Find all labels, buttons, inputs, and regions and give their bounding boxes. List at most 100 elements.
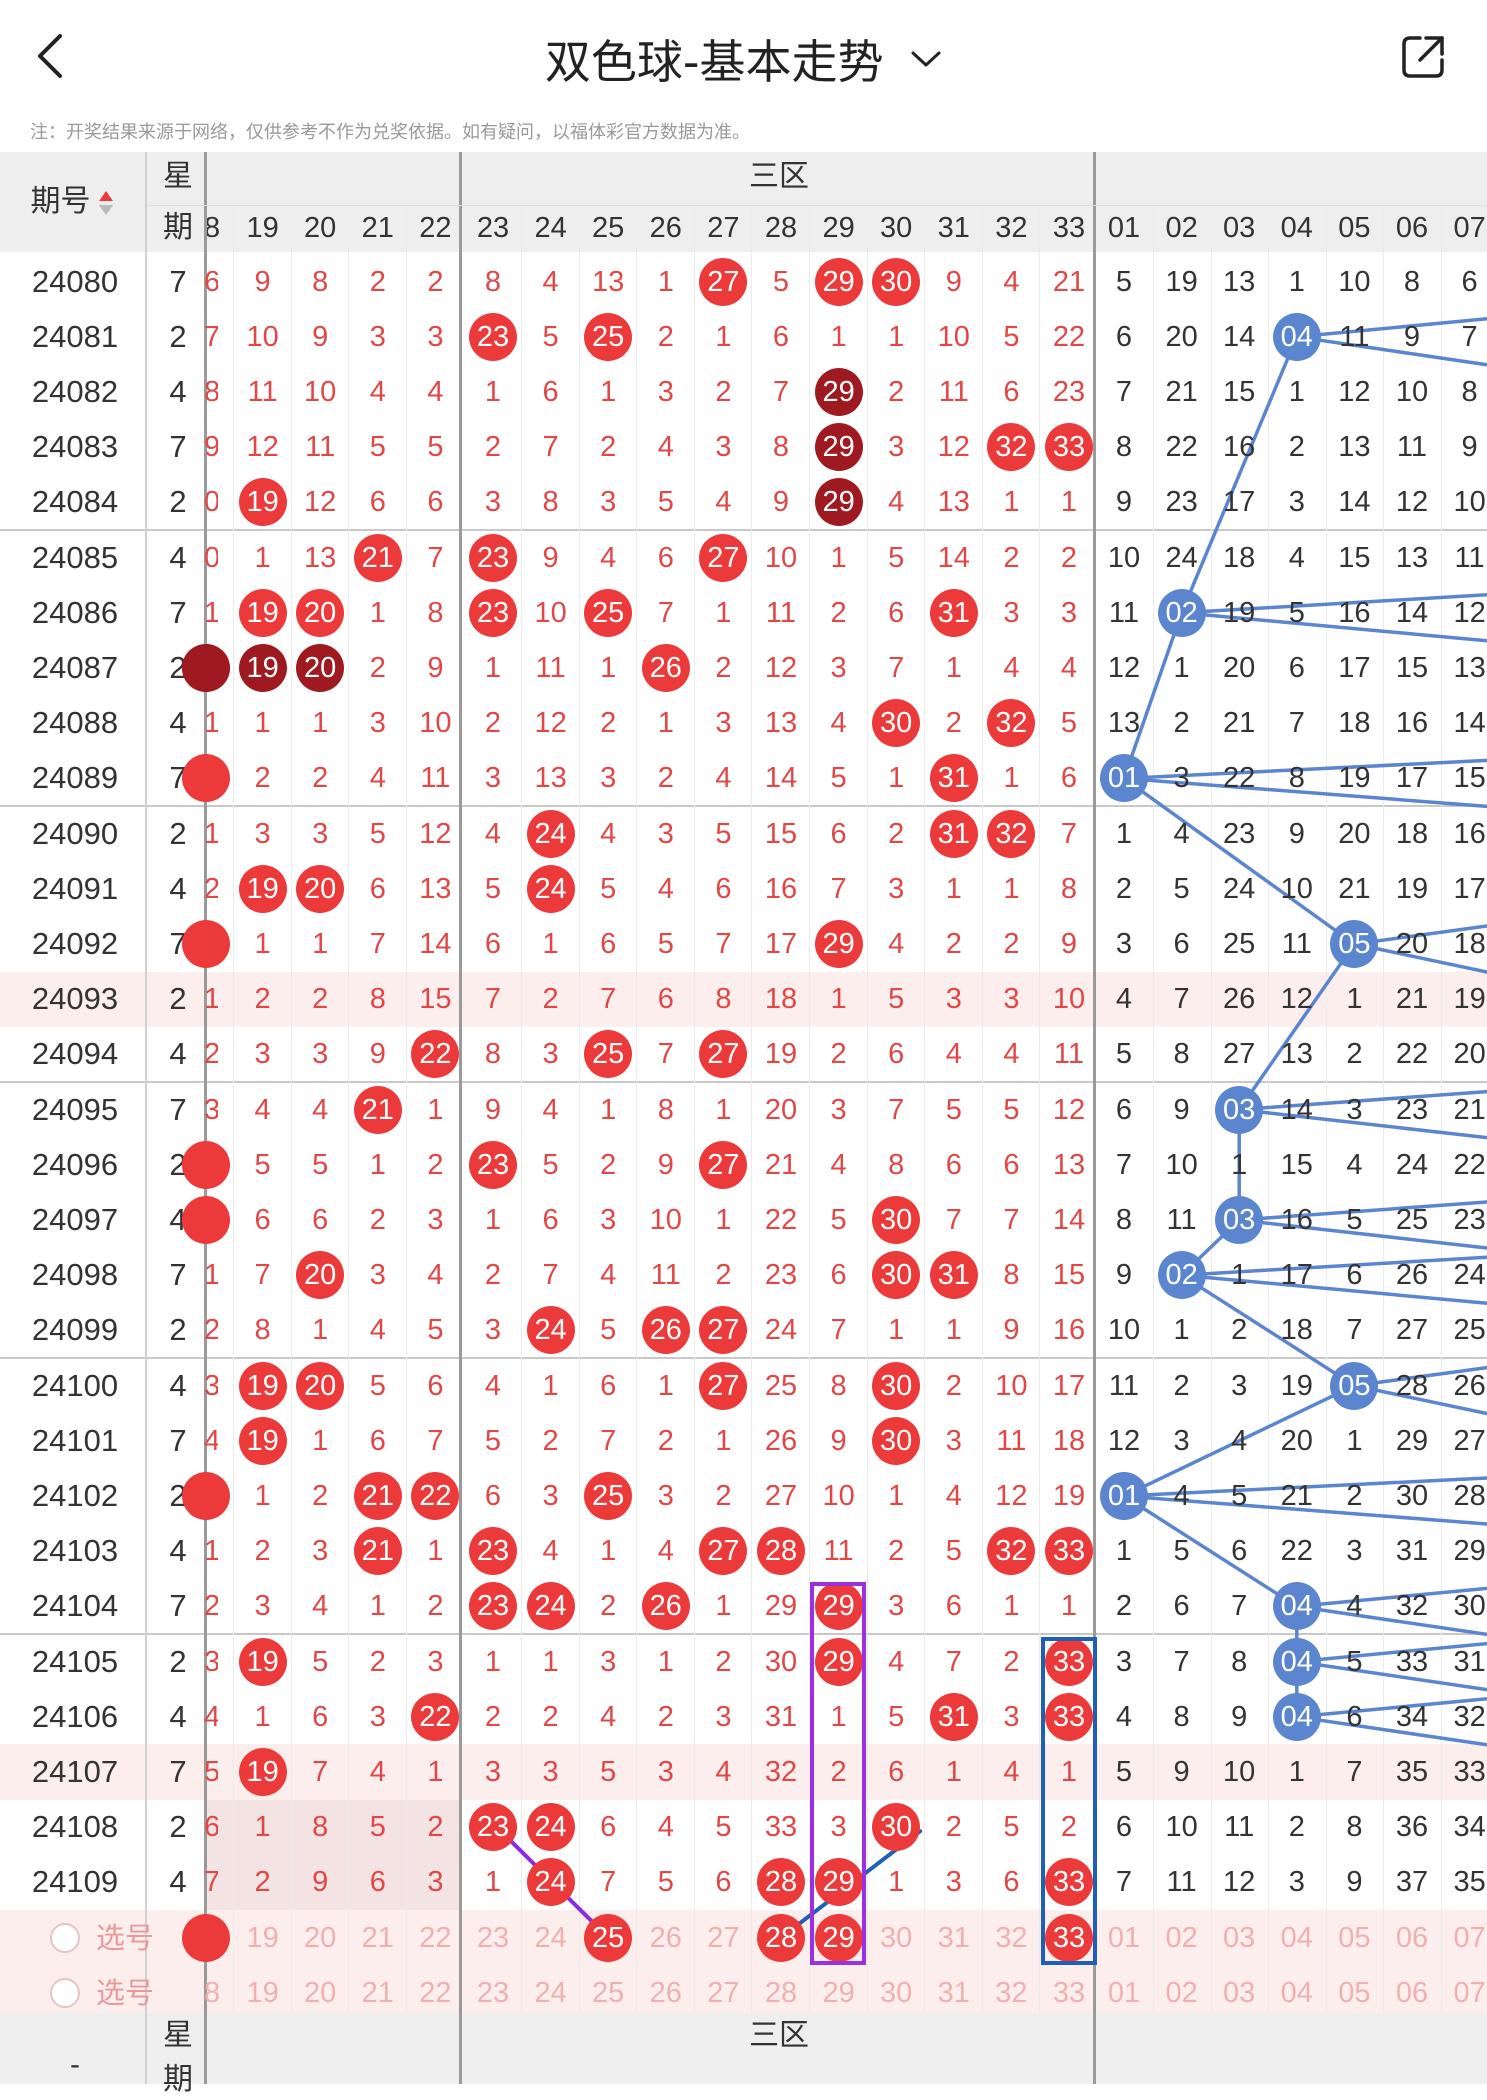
red-miss-count: 1 [888, 1480, 905, 1512]
table-row[interactable] [0, 1468, 1487, 1525]
blue-miss-count: 8 [1173, 1700, 1190, 1733]
row-week: 2 [169, 1312, 187, 1348]
red-miss-count: 5 [945, 1535, 962, 1568]
blue-trend-line [1295, 1586, 1487, 1609]
blue-miss-count: 17 [1280, 1259, 1313, 1292]
select-radio[interactable] [50, 1977, 80, 2008]
red-miss-count: 5 [369, 1369, 386, 1402]
blue-miss-count: 5 [1288, 596, 1305, 629]
red-miss-count: 8 [312, 265, 329, 298]
blue-miss-count: 7 [1231, 1590, 1248, 1623]
app-header: 双色球-基本走势 [0, 0, 1487, 112]
sort-icon[interactable] [97, 188, 115, 218]
blue-miss-count: 26 [1223, 983, 1256, 1016]
red-miss-count: 14 [1052, 1204, 1086, 1236]
blue-miss-count: 14 [1280, 1093, 1313, 1126]
red-miss-count: 7 [830, 1314, 847, 1347]
red-miss-count: 5 [888, 541, 905, 574]
red-miss-count: 1 [830, 1700, 847, 1733]
red-miss-count: 3 [715, 431, 732, 464]
table-footer [0, 2013, 1487, 2084]
page-title[interactable]: 双色球-基本走势 [0, 26, 1487, 92]
red-miss-count: 3 [888, 872, 905, 905]
issue-header[interactable]: 期号 [0, 152, 145, 252]
red-miss-count: 5 [369, 431, 386, 464]
red-miss-count: 1 [945, 1756, 962, 1788]
red-col-header: 26 [649, 212, 682, 244]
red-miss-count: 23 [1052, 376, 1086, 408]
blue-miss-count: 10 [1280, 872, 1313, 905]
table-row[interactable] [0, 364, 1487, 421]
red-miss-count: 6 [312, 1204, 329, 1236]
red-ball: 32 [987, 809, 1036, 858]
red-miss-count: 4 [254, 1093, 271, 1126]
blue-trend-line [1237, 1107, 1487, 1140]
red-miss-count: 3 [715, 707, 732, 740]
blue-miss-count: 24 [1223, 872, 1256, 905]
red-miss-count: 8 [427, 596, 444, 629]
red-miss-count: 7 [888, 652, 905, 684]
table-row[interactable] [0, 750, 1487, 807]
select-radio[interactable] [50, 1922, 80, 1953]
red-miss-count: 12 [304, 486, 337, 519]
red-ball: 28 [757, 1527, 805, 1576]
blue-miss-count: 20 [1338, 817, 1371, 850]
table-row[interactable] [0, 309, 1487, 366]
red-miss-count: 12 [246, 431, 279, 464]
red-miss-count: 5 [888, 1700, 905, 1733]
blue-miss-count: 6 [1115, 1811, 1133, 1844]
red-miss-count: 6 [1003, 1866, 1020, 1899]
red-miss-count: 2 [945, 707, 962, 740]
red-miss-count: 10 [1052, 983, 1086, 1016]
share-external-icon[interactable] [1400, 32, 1448, 80]
blue-miss-count: 34 [1395, 1700, 1429, 1733]
blue-miss-count: 2 [1173, 707, 1190, 740]
red-miss-count: 4 [427, 376, 444, 408]
table-row[interactable] [0, 419, 1487, 476]
red-miss-count: 5 [542, 1148, 559, 1181]
red-miss-count: 4 [369, 1756, 386, 1788]
select-red-number: 20 [304, 1976, 337, 2009]
red-miss-count: 7 [369, 928, 386, 960]
red-miss-count: 3 [888, 1590, 905, 1623]
red-ball-partial [182, 1196, 230, 1244]
table-row[interactable] [0, 1689, 1487, 1746]
red-miss-count: 2 [484, 431, 502, 464]
red-miss-count: 7 [427, 1424, 444, 1457]
table-row[interactable] [0, 1578, 1487, 1635]
red-miss-count: 7 [600, 983, 617, 1016]
table-header [0, 152, 1487, 252]
red-miss-count: 6 [600, 1811, 617, 1844]
red-miss-count: 7 [830, 872, 847, 905]
select-blue-number: 02 [1165, 1921, 1198, 1954]
red-ball: 22 [411, 1472, 460, 1520]
red-ball: 27 [699, 1306, 748, 1355]
blue-miss-count: 23 [1223, 817, 1256, 850]
blue-miss-count: 18 [1280, 1314, 1313, 1347]
red-miss-count: 11 [247, 376, 278, 408]
table-row[interactable] [0, 695, 1487, 752]
red-miss-count: 4 [888, 486, 905, 519]
row-week: 4 [169, 1367, 187, 1403]
back-chevron-icon[interactable] [30, 30, 70, 82]
highlight-region [205, 1799, 460, 1910]
red-col-header: 22 [419, 212, 452, 244]
blue-miss-count: 12 [1338, 376, 1371, 408]
blue-miss-count: 30 [1395, 1480, 1429, 1512]
row-week: 4 [169, 1864, 187, 1900]
blue-miss-count: 9 [1173, 1756, 1190, 1788]
red-miss-count: 3 [542, 1038, 559, 1071]
red-miss-count: 1 [1003, 762, 1020, 795]
row-issue: 24103 [31, 1533, 119, 1569]
red-miss-count: 3 [830, 652, 847, 684]
chevron-down-icon[interactable] [910, 49, 942, 69]
red-miss-count: 2 [600, 1590, 617, 1623]
red-miss-count: 1 [945, 872, 962, 905]
red-miss-count: 15 [764, 817, 798, 850]
red-ball: 24 [526, 809, 575, 858]
red-miss-partial: 7 [204, 320, 218, 353]
red-miss-count: 8 [1060, 872, 1078, 905]
table-row[interactable] [0, 1247, 1487, 1304]
red-miss-count: 9 [1003, 1314, 1020, 1347]
blue-miss-count: 24 [1453, 1259, 1486, 1292]
